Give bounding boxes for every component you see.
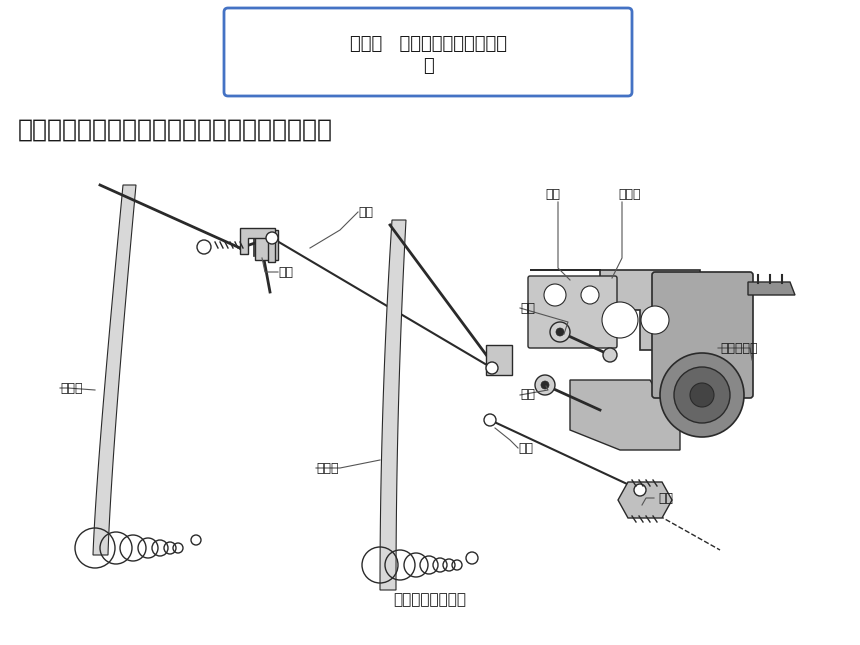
Circle shape	[266, 232, 278, 244]
Text: 连杆: 连杆	[358, 206, 373, 219]
Circle shape	[634, 484, 646, 496]
Circle shape	[535, 375, 555, 395]
Circle shape	[660, 353, 744, 437]
Polygon shape	[748, 282, 795, 295]
Polygon shape	[486, 345, 512, 375]
Text: 蜗轮箱: 蜗轮箱	[618, 188, 641, 201]
Polygon shape	[255, 230, 278, 260]
Circle shape	[674, 367, 730, 423]
Text: 底板: 底板	[545, 188, 560, 201]
Polygon shape	[93, 185, 136, 555]
Text: 单元七   汽车辅助电气设备的检: 单元七 汽车辅助电气设备的检	[349, 35, 507, 53]
Circle shape	[486, 362, 498, 374]
Circle shape	[550, 322, 570, 342]
FancyBboxPatch shape	[224, 8, 632, 96]
Text: 三、刮水器系统各部件的构造、功用与工作情况: 三、刮水器系统各部件的构造、功用与工作情况	[18, 118, 333, 142]
FancyBboxPatch shape	[528, 276, 617, 348]
Polygon shape	[570, 380, 680, 450]
Text: 摆杆: 摆杆	[658, 491, 673, 504]
Text: 修: 修	[422, 57, 433, 75]
FancyBboxPatch shape	[652, 272, 753, 398]
Polygon shape	[380, 220, 406, 590]
Text: 曲柄: 曲柄	[520, 388, 535, 401]
Text: 连杆: 连杆	[518, 441, 533, 455]
Circle shape	[641, 306, 669, 334]
Circle shape	[602, 302, 638, 338]
Circle shape	[556, 328, 564, 336]
Circle shape	[484, 414, 496, 426]
Circle shape	[603, 348, 617, 362]
Polygon shape	[240, 228, 275, 262]
Polygon shape	[618, 482, 672, 518]
Circle shape	[541, 381, 549, 389]
Text: 曲柄: 曲柄	[520, 301, 535, 315]
Circle shape	[544, 284, 566, 306]
Text: 刮水臂: 刮水臂	[316, 462, 339, 475]
Text: 直流电动机: 直流电动机	[720, 341, 758, 355]
Circle shape	[581, 286, 599, 304]
Circle shape	[690, 383, 714, 407]
Polygon shape	[530, 270, 700, 420]
Text: 刮水器系统的组成: 刮水器系统的组成	[394, 593, 466, 608]
Text: 刮水臂: 刮水臂	[60, 381, 83, 395]
Text: 摆杆: 摆杆	[278, 266, 293, 279]
